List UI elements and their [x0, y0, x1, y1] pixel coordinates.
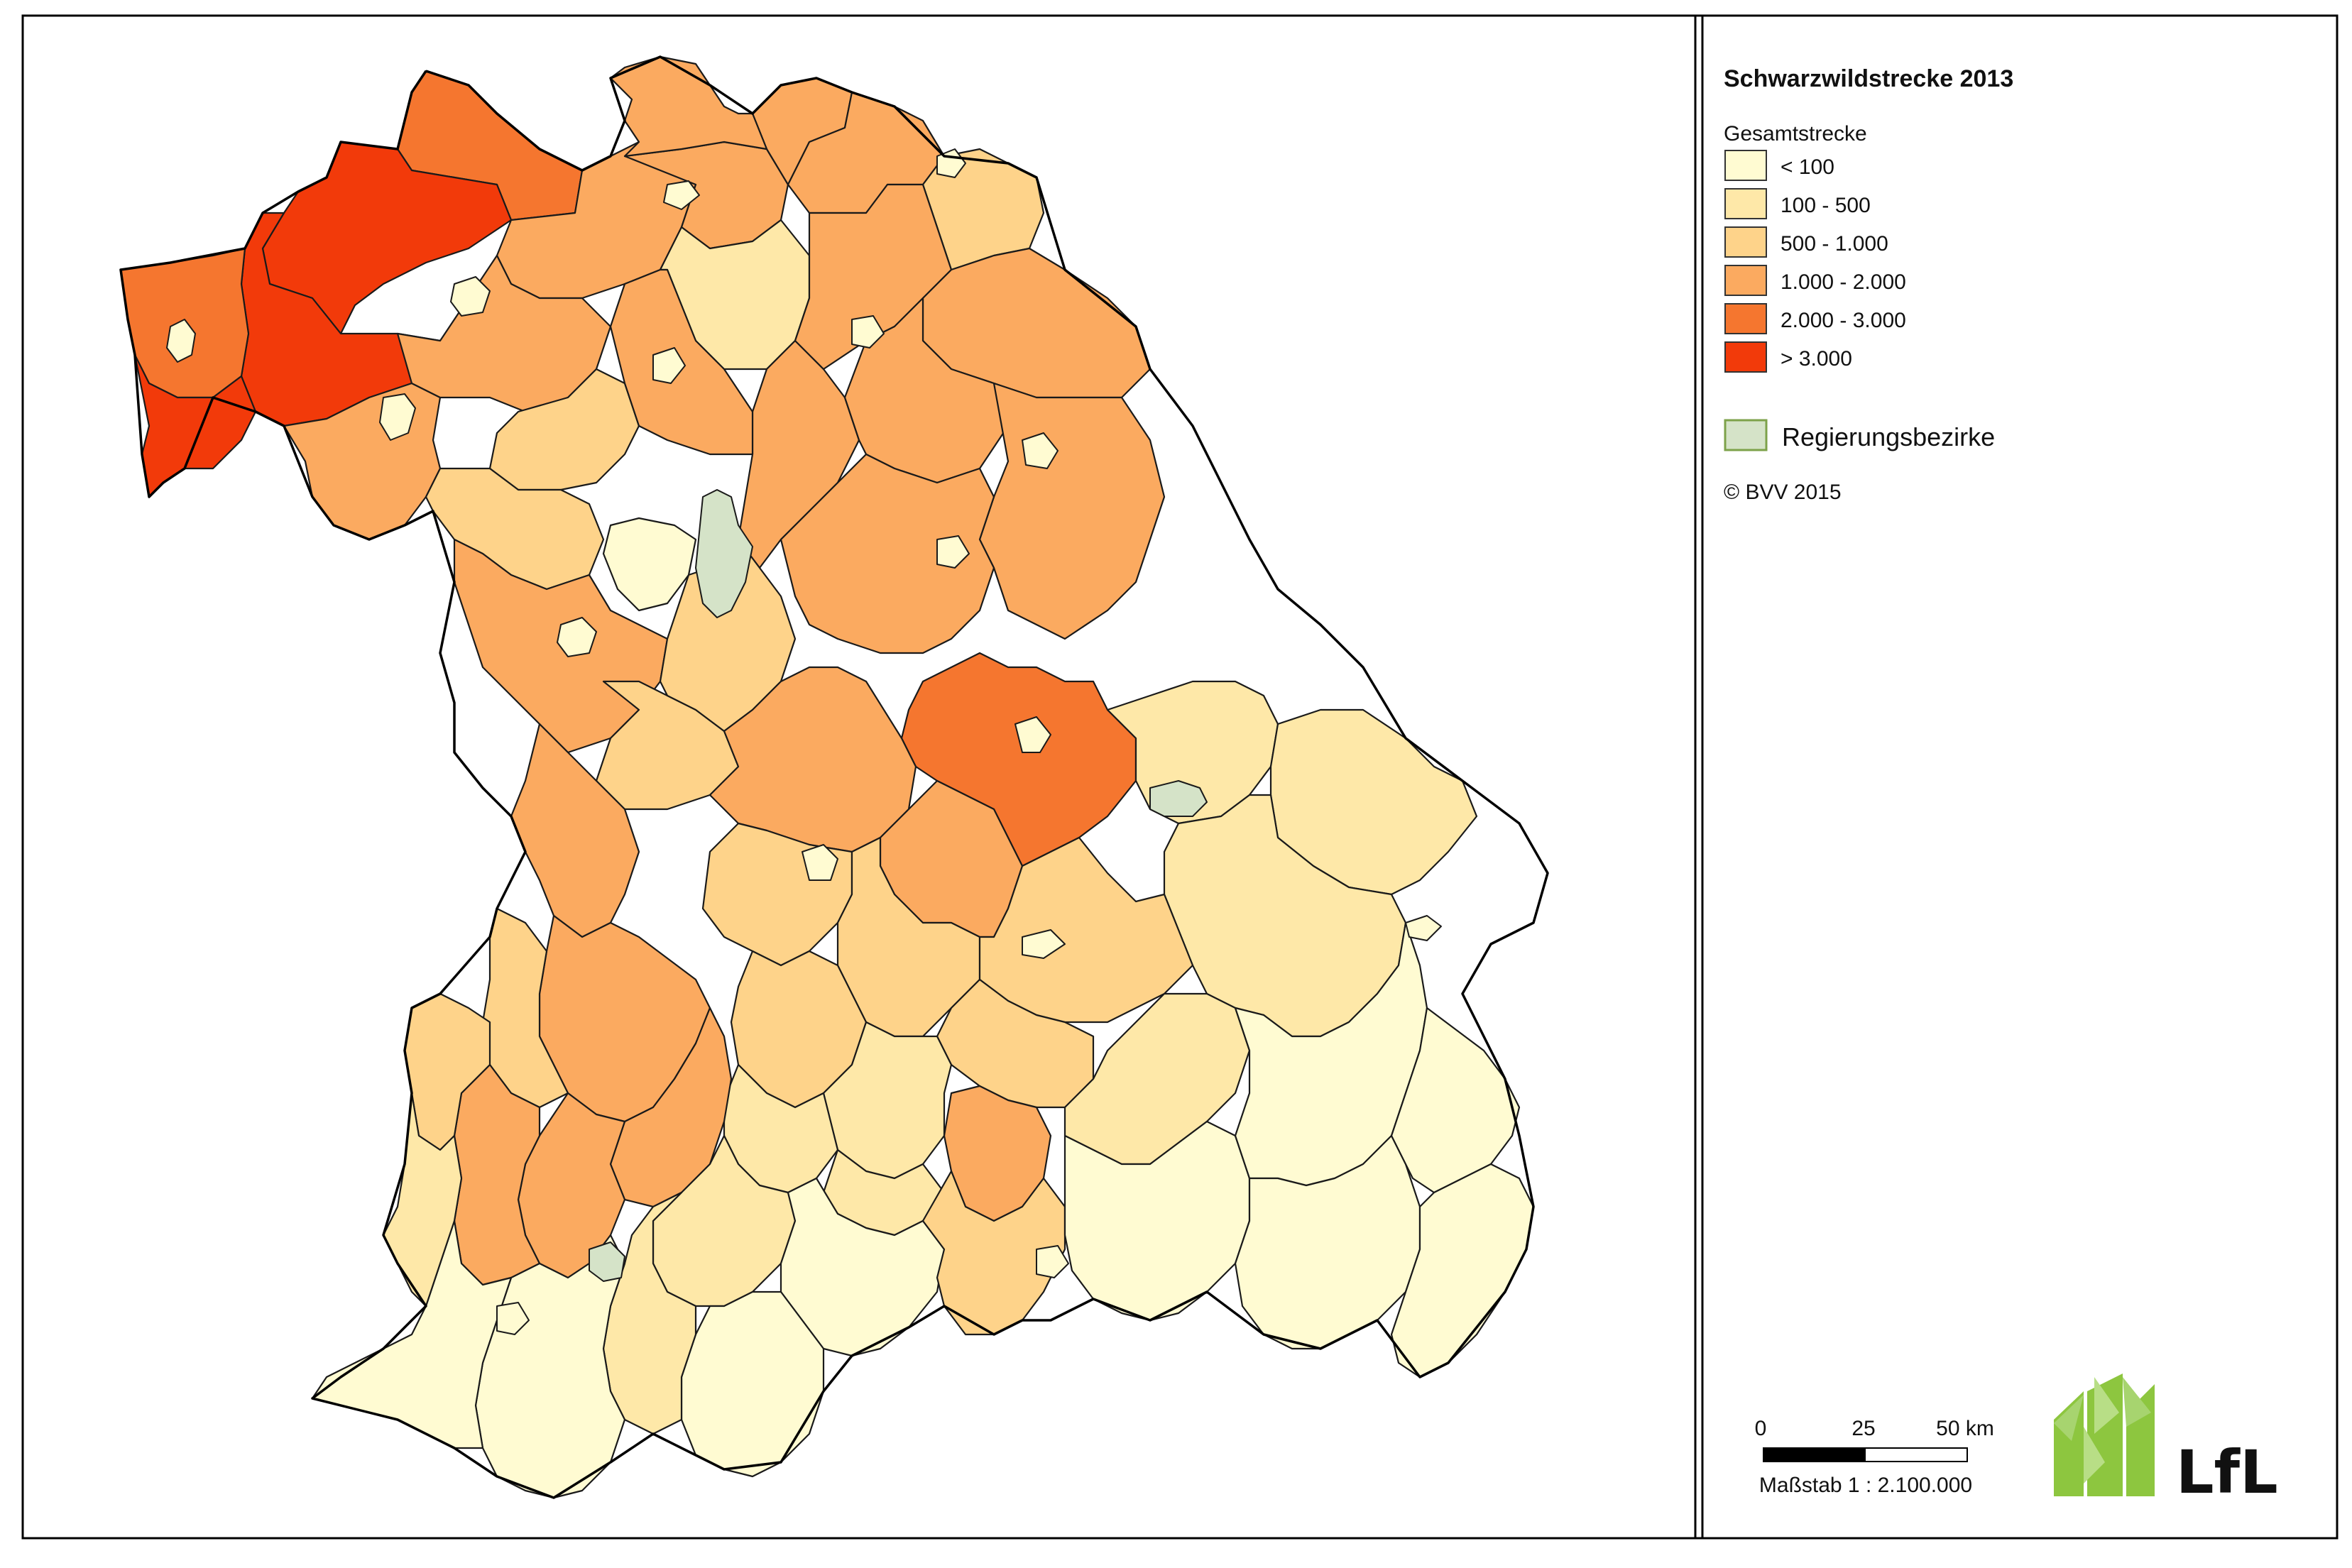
city-enclave [1022, 929, 1066, 959]
district-d-u8[interactable] [1390, 1007, 1521, 1194]
city-enclave [1405, 915, 1442, 941]
region-enclave-nuernberg [695, 489, 753, 618]
city-enclave [936, 535, 970, 569]
district-d-u10[interactable] [680, 1290, 825, 1478]
legend-items: < 100 100 - 500 500 - 1.000 1.000 - 2.000 2.… [1724, 150, 1906, 373]
district-d-sw1[interactable] [481, 907, 569, 1109]
legend-label-4: 2.000 - 3.000 [1781, 309, 1906, 332]
city-enclave [1036, 1245, 1069, 1278]
district-d-n6[interactable] [609, 55, 768, 158]
district-d-e4[interactable] [978, 382, 1166, 640]
district-d-m4[interactable] [780, 453, 995, 654]
legend-swatch-4 [1724, 303, 1767, 334]
logo-text: LfL [2176, 1437, 2278, 1507]
leaf-logo-icon [2054, 1374, 2155, 1496]
legend-label-5: > 3.000 [1781, 347, 1852, 371]
district-d-c4[interactable] [602, 517, 697, 612]
legend-swatch-0 [1724, 150, 1767, 181]
district-d-nw1[interactable] [261, 141, 513, 335]
bavaria-map [119, 55, 1549, 1499]
legend-label-2: 500 - 1.000 [1781, 232, 1888, 256]
legend-label-1: 100 - 500 [1781, 194, 1871, 217]
city-enclave [1014, 716, 1051, 753]
city-enclave [450, 276, 491, 317]
legend-label-region: Regierungsbezirke [1782, 422, 1995, 451]
scale-bar-black [1763, 1447, 1866, 1462]
district-d-c1[interactable] [488, 368, 640, 491]
scale-bar: 0 25 50 km Maßstab 1 : 2.100.000 [1755, 1417, 1994, 1497]
state-border [119, 55, 1549, 1499]
scale-tick-25: 25 [1851, 1417, 1875, 1440]
legend-swatch-2 [1724, 226, 1767, 258]
legend-label-3: 1.000 - 2.000 [1781, 270, 1906, 294]
scale-text: Maßstab 1 : 2.100.000 [1759, 1474, 1972, 1497]
district-d-sw2[interactable] [609, 1007, 733, 1208]
city-enclave [652, 347, 686, 384]
region-enclave-regensburg [1149, 780, 1208, 817]
scale-bar-white [1864, 1447, 1968, 1462]
city-enclave [557, 617, 597, 657]
scale-tick-0: 0 [1755, 1417, 1767, 1440]
legend-swatch-1 [1724, 188, 1767, 219]
copyright: © BVV 2015 [1724, 481, 1842, 504]
map-frame [21, 14, 2339, 1540]
district-d-m5[interactable] [900, 652, 1137, 867]
city-enclave [496, 1302, 530, 1335]
legend-swatch-3 [1724, 265, 1767, 296]
legend-swatch-5 [1724, 341, 1767, 373]
legend-title: Schwarzwildstrecke 2013 [1724, 65, 2013, 92]
lfl-logo: LfL [2054, 1374, 2278, 1507]
district-d-u14[interactable] [382, 1092, 463, 1307]
city-enclave [802, 844, 838, 881]
city-enclave [851, 315, 885, 349]
city-enclave [166, 319, 196, 363]
legend-subtitle: Gesamtstrecke [1724, 122, 1867, 146]
legend-swatch-region [1724, 419, 1768, 451]
legend-label-0: < 100 [1781, 155, 1834, 179]
legend: Schwarzwildstrecke 2013 Gesamtstrecke < … [1724, 65, 2013, 504]
city-enclave [379, 393, 416, 441]
city-enclave [1022, 432, 1059, 469]
scale-tick-50: 50 km [1936, 1417, 1994, 1440]
city-enclave [663, 180, 700, 210]
region-enclave-augsburg [589, 1241, 625, 1282]
